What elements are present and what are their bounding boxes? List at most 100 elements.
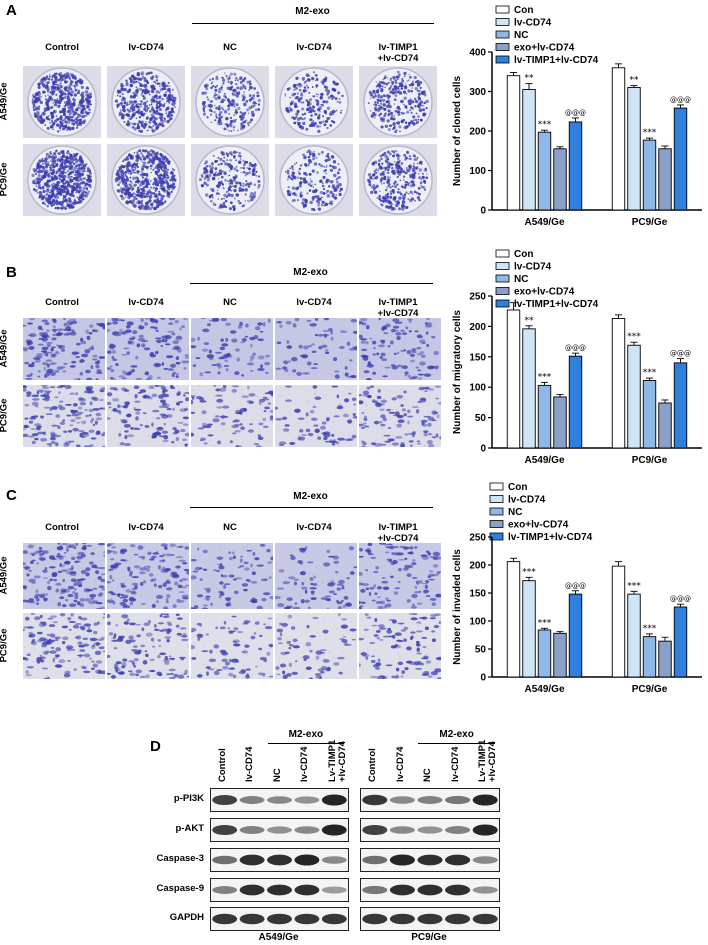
migration-image	[23, 385, 105, 447]
legend-swatch	[495, 249, 510, 258]
group-label-a: M2-exo	[295, 6, 330, 17]
bar	[611, 565, 626, 678]
bar	[553, 632, 567, 678]
blot-band	[294, 913, 320, 925]
bar	[553, 148, 567, 211]
blot-title: PC9/Ge	[411, 932, 447, 943]
blot-band	[212, 913, 238, 925]
protein-label: p-PI3K	[173, 793, 204, 804]
blot-band	[389, 854, 415, 866]
legend-label: NC	[508, 507, 522, 518]
legend-swatch	[495, 30, 510, 39]
migration-image	[275, 385, 357, 447]
legend-label: NC	[514, 30, 528, 41]
group-label-c: M2-exo	[293, 491, 328, 502]
blot-band	[417, 796, 443, 804]
x-category-label: PC9/Ge	[632, 684, 668, 695]
bar	[568, 593, 583, 678]
x-category-label: A549/Ge	[524, 684, 564, 695]
row-label: PC9/Ge	[0, 398, 10, 433]
panel-letter-c: C	[6, 487, 17, 504]
colony-plate-image	[191, 66, 269, 138]
bar	[553, 396, 567, 449]
column-label: lv-CD74	[296, 297, 332, 308]
lane-label: NC	[271, 768, 283, 782]
significance-label: ***	[643, 368, 657, 378]
migration-image	[191, 385, 273, 447]
legend-label: exo+lv-CD74	[514, 43, 575, 54]
blot-band	[212, 886, 238, 894]
blot-band	[362, 855, 388, 865]
legend-label: lv-TIMP1+lv-CD74	[514, 55, 599, 66]
bar	[627, 87, 641, 211]
legend-label: lv-CD74	[514, 262, 552, 273]
panel-letter-b: B	[6, 264, 17, 281]
invasion-image	[359, 613, 441, 679]
legend-swatch	[495, 55, 510, 64]
group-line-d	[417, 743, 496, 744]
protein-label: Caspase-3	[156, 853, 204, 864]
colony-plate-image	[191, 144, 269, 216]
legend-label: Con	[508, 482, 527, 493]
y-tick-label: 250	[469, 292, 486, 303]
y-tick-label: 150	[469, 352, 486, 363]
blot-band	[362, 824, 388, 836]
blot-band	[267, 796, 292, 804]
blot-title: A549/Ge	[258, 932, 299, 943]
blot-band	[417, 913, 443, 925]
blot-band	[321, 856, 347, 864]
column-label: lv-TIMP1 +lv-CD74	[377, 297, 419, 319]
invasion-image	[23, 543, 105, 609]
blot-band	[417, 826, 443, 834]
legend-swatch	[495, 299, 510, 308]
x-category-label: A549/Ge	[524, 217, 564, 228]
y-axis-label: Number of migratory cells	[452, 310, 463, 434]
blot-band	[389, 884, 415, 896]
blot-band	[212, 855, 238, 865]
blot-band	[267, 913, 292, 925]
significance-label: @@@	[670, 595, 691, 603]
invasion-image	[359, 543, 441, 609]
row-label: A549/Ge	[0, 329, 10, 368]
blot-band	[362, 913, 388, 925]
blot-band	[389, 796, 415, 804]
lane-label: NC	[422, 768, 434, 782]
significance-label: **	[525, 74, 535, 84]
panel-letter-a: A	[6, 2, 17, 19]
y-tick-label: 50	[475, 645, 487, 656]
migration-image	[275, 318, 357, 380]
bar	[522, 89, 536, 211]
blot-band	[445, 826, 471, 834]
migration-image	[23, 318, 105, 380]
column-label: Control	[45, 522, 79, 533]
protein-label: Caspase-9	[156, 883, 204, 894]
blot-band	[472, 913, 498, 925]
bar	[673, 362, 688, 449]
colony-plate-image	[23, 66, 101, 138]
colony-plate-image	[275, 144, 353, 216]
row-label: A549/Ge	[0, 82, 10, 121]
y-axis-label: Number of cloned cells	[452, 76, 463, 186]
bar	[658, 640, 672, 678]
significance-label: @@@	[565, 344, 586, 352]
blot-band	[321, 794, 347, 806]
y-tick-label: 200	[469, 127, 486, 138]
significance-label: ***	[522, 567, 536, 577]
significance-label: ***	[538, 618, 552, 628]
column-label: lv-CD74	[296, 42, 332, 53]
blot-band	[294, 796, 320, 804]
blot-band	[267, 854, 292, 866]
legend-swatch	[489, 495, 504, 503]
bar	[658, 148, 672, 211]
blot-band	[417, 854, 443, 866]
blot-band	[321, 886, 347, 894]
column-label: lv-TIMP1 +lv-CD74	[377, 522, 419, 544]
blot-strip	[360, 788, 500, 812]
blot-band	[362, 885, 388, 895]
y-tick-label: 0	[480, 206, 486, 217]
blot-band	[472, 794, 498, 806]
blot-strip	[210, 788, 349, 812]
row-label: PC9/Ge	[0, 162, 10, 197]
